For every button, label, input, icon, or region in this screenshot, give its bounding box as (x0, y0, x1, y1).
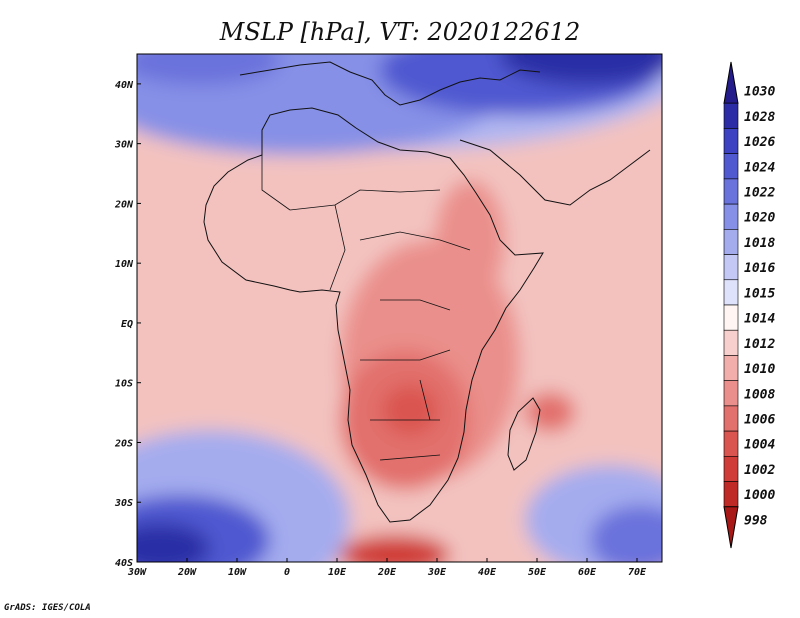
axes: 30W 20W 10W 0 10E 20E 30E 40E 50E 60E 70E 40N 30N 20N… (114, 80, 647, 578)
colorbar-swatch (723, 153, 739, 180)
colorbar-swatch (723, 279, 739, 306)
colorbar-label: 1024 (744, 160, 775, 175)
coastlines (203, 61, 651, 523)
x-tick-label: 70E (628, 567, 647, 578)
y-tick-label: 10S (115, 379, 133, 390)
x-tick-label: 30E (427, 567, 447, 578)
colorbar-label: 1002 (744, 463, 775, 478)
colorbar-label: 1004 (744, 438, 775, 453)
colorbar-swatch (723, 203, 739, 230)
y-tick-label: 30S (114, 498, 133, 509)
colorbar-swatch (723, 102, 739, 129)
x-tick-label: 20W (177, 567, 197, 578)
colorbar-swatch (723, 405, 739, 432)
x-tick-label: 60E (578, 567, 597, 578)
y-tick-label: 20S (114, 438, 133, 449)
colorbar-swatch (723, 355, 739, 381)
pressure-field (137, 54, 662, 562)
colorbar-label: 1020 (744, 211, 775, 226)
y-tick-label: EQ (121, 319, 133, 330)
y-tick-label: 10N (115, 259, 134, 270)
colorbar-swatch (723, 506, 739, 549)
colorbar-swatch (723, 380, 739, 407)
colorbar-label: 1022 (744, 186, 775, 201)
europe-coastline (239, 61, 541, 106)
colorbar-label: 1015 (744, 286, 775, 301)
x-tick-label: 10E (328, 567, 347, 578)
colorbar-swatch (723, 229, 739, 255)
colorbar-swatch (723, 178, 739, 205)
y-tick-label: 40S (115, 558, 133, 569)
colorbar: 1030 1028 1026 1024 1022 1020 1018 1016 1015 1014… (723, 61, 775, 549)
y-tick-label: 30N (114, 140, 134, 151)
x-tick-label: 0 (284, 567, 290, 578)
colorbar-label: 998 (744, 513, 768, 528)
map-frame (136, 53, 663, 563)
colorbar-swatch (723, 481, 739, 508)
colorbar-swatch (723, 329, 739, 356)
x-tick-label: 50E (528, 567, 547, 578)
colorbar-label: 1016 (744, 261, 775, 276)
colorbar-swatch (723, 430, 739, 457)
x-tick-label: 30W (127, 567, 147, 578)
colorbar-swatch (723, 304, 739, 331)
colorbar-label: 1014 (744, 312, 775, 327)
y-tick-label: 20N (114, 199, 134, 210)
colorbar-label: 1000 (744, 488, 775, 503)
africa-coastline (203, 107, 544, 523)
y-tick-label: 40N (115, 80, 134, 91)
chart-title: MSLP [hPa], VT: 2020122612 (219, 18, 580, 46)
madagascar-coastline (507, 397, 541, 471)
colorbar-swatch (723, 61, 739, 104)
colorbar-label: 1028 (744, 110, 775, 125)
x-tick-label: 20E (377, 567, 397, 578)
x-tick-label: 40E (478, 567, 497, 578)
arabia-coastline (459, 139, 651, 206)
colorbar-swatch (723, 254, 739, 281)
colorbar-label: 1012 (744, 337, 775, 352)
colorbar-swatch (723, 456, 739, 482)
credit-text: GrADS: IGES/COLA (4, 603, 91, 613)
colorbar-label: 1018 (744, 236, 775, 251)
colorbar-label: 1008 (744, 387, 775, 402)
colorbar-label: 1010 (744, 362, 775, 377)
country-borders (261, 155, 471, 461)
colorbar-label: 1030 (744, 85, 775, 100)
colorbar-label: 1006 (744, 413, 775, 428)
colorbar-swatch (723, 128, 739, 154)
x-tick-label: 10W (228, 567, 247, 578)
colorbar-label: 1026 (744, 135, 775, 150)
